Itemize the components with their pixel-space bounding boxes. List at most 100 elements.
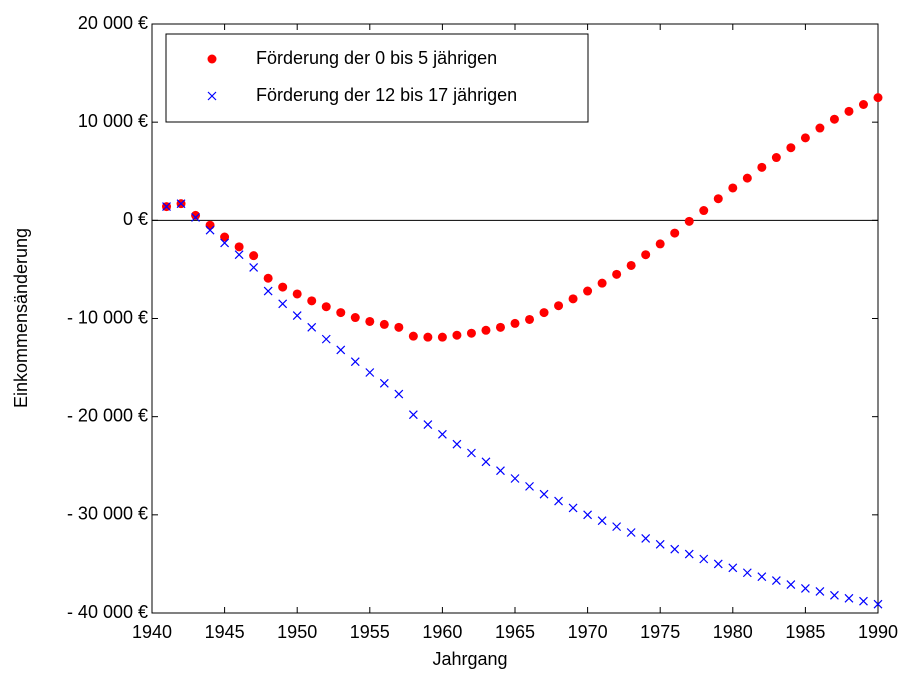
legend: Förderung der 0 bis 5 jährigen Förderung … [165,33,589,123]
point [408,331,418,341]
point [437,332,447,342]
point [307,322,317,332]
x-tick-label: 1960 [422,622,462,642]
point [481,457,491,467]
point [365,368,375,377]
point [742,568,752,578]
point [350,357,360,367]
point [597,516,607,526]
point [379,378,389,388]
point [873,599,883,609]
point [670,228,680,238]
point [234,250,244,260]
point [263,273,273,283]
point [481,325,491,335]
point [859,596,868,606]
point [350,313,360,323]
point [583,286,593,296]
point [176,199,186,209]
legend-label: Förderung der 0 bis 5 jährigen [256,48,497,68]
point [699,554,709,564]
point [205,220,215,230]
point [815,123,825,133]
point [568,503,578,513]
point [597,278,607,288]
point [510,474,520,483]
point [670,544,680,554]
point [699,206,709,216]
point [815,586,825,596]
point [496,466,505,476]
point [626,260,636,270]
point [278,299,288,309]
point [554,496,563,506]
point [728,183,738,193]
point [162,202,171,212]
point [321,334,331,344]
point [568,294,578,304]
x-tick-label: 1950 [277,622,317,642]
point [873,93,883,103]
point [626,528,636,537]
legend-marker [207,54,217,64]
point [408,410,418,420]
point [365,316,375,326]
point [829,114,839,124]
point [612,522,622,532]
y-tick-label: - 40 000 € [67,602,148,622]
y-tick-label: - 20 000 € [67,405,148,425]
point [321,302,331,312]
x-tick-label: 1975 [640,622,680,642]
point [263,286,273,296]
x-tick-label: 1955 [350,622,390,642]
point [191,212,200,222]
point [612,269,622,279]
point [830,590,839,600]
y-tick-label: 20 000 € [78,13,148,33]
point [641,533,651,543]
x-tick-label: 1945 [205,622,245,642]
point [684,216,694,226]
point [742,173,752,183]
point [249,251,259,261]
point [583,510,593,520]
point [525,314,535,324]
point [220,238,230,248]
point [495,322,505,332]
x-axis-label: Jahrgang [432,649,507,669]
point [467,448,476,458]
legend-marker [207,91,217,101]
point [336,308,346,318]
point [278,282,288,292]
point [771,153,781,163]
point [800,133,810,143]
point [539,489,549,499]
point [786,580,796,589]
point [394,322,404,332]
point [554,301,564,311]
point [844,106,854,116]
legend-box [165,33,589,123]
y-tick-label: - 10 000 € [67,307,148,327]
point [205,225,215,235]
y-tick-label: 10 000 € [78,111,148,131]
point [466,328,476,338]
point [292,289,302,299]
x-tick-label: 1970 [568,622,608,642]
point [655,239,665,249]
point [757,162,767,172]
point [539,308,549,318]
x-tick-label: 1985 [785,622,825,642]
point [655,539,665,549]
x-tick-label: 1980 [713,622,753,642]
point [713,194,723,204]
point [379,319,389,329]
point [713,559,723,569]
point [452,330,462,340]
point [525,481,534,491]
point [249,263,259,272]
point [771,576,781,586]
point [394,389,404,399]
point [641,250,651,260]
